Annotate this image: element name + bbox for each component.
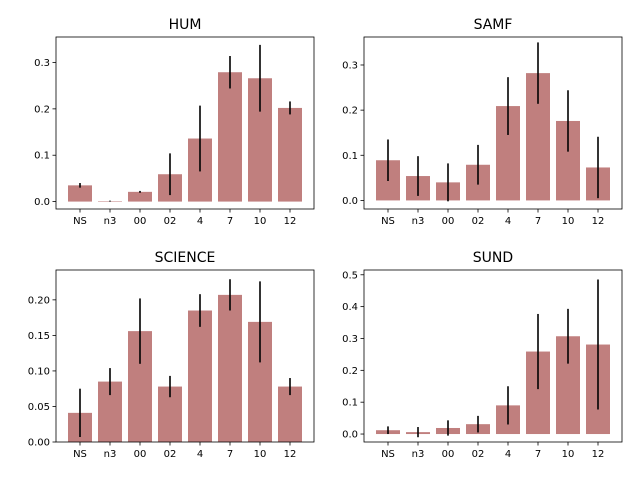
- x-tick-label: 7: [535, 216, 541, 227]
- y-tick-label: 0.00: [28, 438, 50, 449]
- x-tick-label: 4: [197, 216, 203, 227]
- x-tick-label: 10: [254, 216, 267, 227]
- x-tick-label: 4: [505, 449, 511, 460]
- bar: [218, 294, 242, 442]
- bars: [376, 42, 610, 202]
- x-tick-label: 00: [442, 449, 455, 460]
- x-tick-label: 7: [535, 449, 541, 460]
- y-tick-label: 0.1: [342, 398, 358, 409]
- x-tick-label: 00: [134, 216, 147, 227]
- panel-title: SCIENCE: [155, 250, 216, 266]
- x-tick-label: 10: [562, 216, 575, 227]
- axes-frame: [55, 36, 315, 210]
- x-tick-label: 02: [164, 449, 177, 460]
- x-tick-label: 10: [562, 449, 575, 460]
- x-tick-label: 00: [134, 449, 147, 460]
- y-tick-label: 0.3: [342, 60, 358, 71]
- bar: [128, 191, 152, 202]
- x-tick-label: NS: [381, 216, 395, 227]
- panel-hum: HUM NS n3 00 02 4 7 10 12 0.0 0.1 0.2 0.3: [34, 17, 315, 227]
- x-tick-label: 4: [505, 216, 511, 227]
- x-tick-label: n3: [104, 449, 117, 460]
- x-tick-label: 00: [442, 216, 455, 227]
- bar: [218, 72, 242, 202]
- y-tick-label: 0.2: [342, 106, 358, 117]
- x-tick-label: 10: [254, 449, 267, 460]
- x-tick-label: 12: [592, 216, 605, 227]
- y-tick-label: 0.20: [28, 295, 50, 306]
- panel-science: SCIENCE NS n3 00 02 4 7 10 12 0.00 0.05 0.10 0.15 0.…: [28, 250, 315, 460]
- x-tick-label: n3: [412, 216, 425, 227]
- panel-title: HUM: [169, 17, 202, 33]
- x-tick-label: 12: [592, 449, 605, 460]
- axes-frame: [55, 269, 315, 443]
- y-tick-label: 0.5: [342, 270, 358, 281]
- bar: [278, 107, 302, 202]
- x-tick-label: n3: [412, 449, 425, 460]
- y-tick-label: 0.1: [34, 151, 50, 162]
- y-tick-label: 0.0: [342, 430, 358, 441]
- bar: [278, 386, 302, 442]
- bar: [68, 185, 92, 202]
- x-tick-label: NS: [73, 216, 87, 227]
- y-tick-label: 0.2: [34, 104, 50, 115]
- y-tick-label: 0.15: [28, 331, 50, 342]
- x-tick-label: 4: [197, 449, 203, 460]
- x-tick-label: 12: [284, 449, 297, 460]
- bars: [68, 44, 302, 202]
- y-tick-label: 0.1: [342, 151, 358, 162]
- x-tick-label: 02: [472, 449, 485, 460]
- y-tick-label: 0.3: [34, 58, 50, 69]
- y-tick-label: 0.4: [342, 302, 358, 313]
- panel-title: SAMF: [474, 17, 513, 33]
- y-tick-label: 0.0: [34, 197, 50, 208]
- x-tick-label: n3: [104, 216, 117, 227]
- panel-title: SUND: [473, 250, 513, 266]
- x-tick-label: 02: [472, 216, 485, 227]
- x-tick-label: NS: [73, 449, 87, 460]
- y-tick-label: 0.0: [342, 196, 358, 207]
- bars: [68, 279, 302, 442]
- y-tick-label: 0.05: [28, 402, 50, 413]
- axes-frame: [363, 36, 623, 210]
- bars: [376, 279, 610, 438]
- panel-sund: SUND NS n3 00 02 4 7 10 12 0.0 0.1 0.2 0.3 0.4 0.5: [342, 250, 623, 460]
- x-tick-label: 02: [164, 216, 177, 227]
- y-tick-label: 0.2: [342, 366, 358, 377]
- bar: [188, 310, 212, 442]
- x-tick-label: 7: [227, 449, 233, 460]
- x-tick-label: 12: [284, 216, 297, 227]
- axes-frame: [363, 269, 623, 443]
- panel-samf: SAMF NS n3 00 02 4 7 10 12 0.0 0.1 0.2 0.3: [342, 17, 623, 227]
- y-tick-label: 0.3: [342, 334, 358, 345]
- y-tick-label: 0.10: [28, 366, 50, 377]
- x-tick-label: 7: [227, 216, 233, 227]
- x-tick-label: NS: [381, 449, 395, 460]
